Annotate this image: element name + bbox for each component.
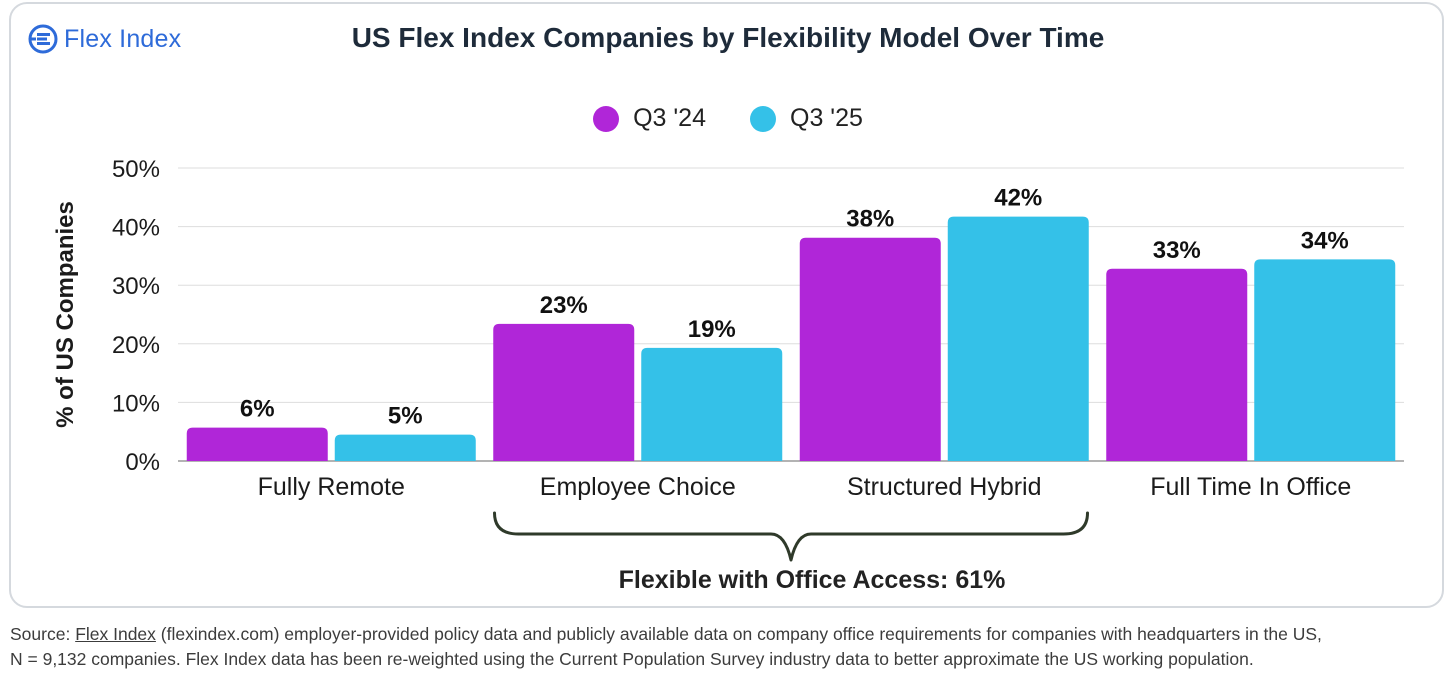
bar-chart: 0% 10% 20% 30% 40% 50% % of US Companies 6% 5% Fu… — [52, 156, 1404, 594]
bar — [1254, 259, 1396, 461]
data-label: 38% — [846, 206, 894, 233]
bar — [799, 237, 941, 461]
x-tick-label: Full Time In Office — [1150, 473, 1351, 501]
x-tick-label: Employee Choice — [540, 473, 736, 501]
data-label: 6% — [240, 396, 275, 423]
y-tick-label: 30% — [112, 273, 160, 300]
y-tick-label: 20% — [112, 332, 160, 359]
flex-index-logo[interactable]: Flex Index — [28, 24, 181, 54]
bar — [493, 323, 635, 461]
legend-swatch-q3-24 — [593, 105, 620, 132]
legend-label-q3-24: Q3 '24 — [633, 104, 706, 132]
source-note: Source: Flex Index (flexindex.com) emplo… — [10, 622, 1450, 672]
legend: Q3 '24 Q3 '25 — [0, 104, 1456, 133]
y-tick-label: 10% — [112, 390, 160, 417]
data-label: 42% — [994, 185, 1042, 212]
brace-annotation: Flexible with Office Access: 61% — [619, 566, 1006, 594]
legend-label-q3-25: Q3 '25 — [790, 104, 863, 132]
bar — [186, 427, 328, 461]
bar — [1106, 268, 1248, 461]
data-label: 5% — [388, 403, 423, 430]
legend-item-q3-24: Q3 '24 — [593, 104, 706, 133]
bar — [947, 216, 1089, 461]
source-line-1: Source: Flex Index (flexindex.com) emplo… — [10, 622, 1450, 647]
legend-item-q3-25: Q3 '25 — [750, 104, 863, 133]
data-label: 19% — [688, 316, 736, 343]
data-label: 33% — [1153, 237, 1201, 264]
data-label: 34% — [1301, 227, 1349, 254]
bar — [334, 434, 476, 461]
x-tick-label: Fully Remote — [258, 473, 405, 501]
y-axis-label: % of US Companies — [52, 201, 79, 428]
bar — [641, 347, 783, 461]
data-label: 23% — [540, 292, 588, 319]
y-tick-label: 0% — [125, 449, 160, 476]
grouping-brace — [493, 511, 1089, 562]
y-tick-label: 40% — [112, 215, 160, 242]
source-prefix: Source: — [10, 624, 76, 644]
chart-title: US Flex Index Companies by Flexibility M… — [351, 22, 1105, 53]
chart-frame — [9, 2, 1444, 608]
source-line-1-rest: (flexindex.com) employer-provided policy… — [155, 624, 1322, 644]
legend-swatch-q3-25 — [750, 105, 776, 132]
source-line-2: N = 9,132 companies. Flex Index data has… — [10, 649, 1254, 669]
x-tick-label: Structured Hybrid — [847, 473, 1042, 501]
flex-index-logo-icon — [28, 24, 58, 54]
flex-index-link[interactable]: Flex Index — [75, 624, 156, 644]
y-tick-label: 50% — [112, 156, 160, 183]
logo-text: Flex Index — [64, 24, 182, 53]
